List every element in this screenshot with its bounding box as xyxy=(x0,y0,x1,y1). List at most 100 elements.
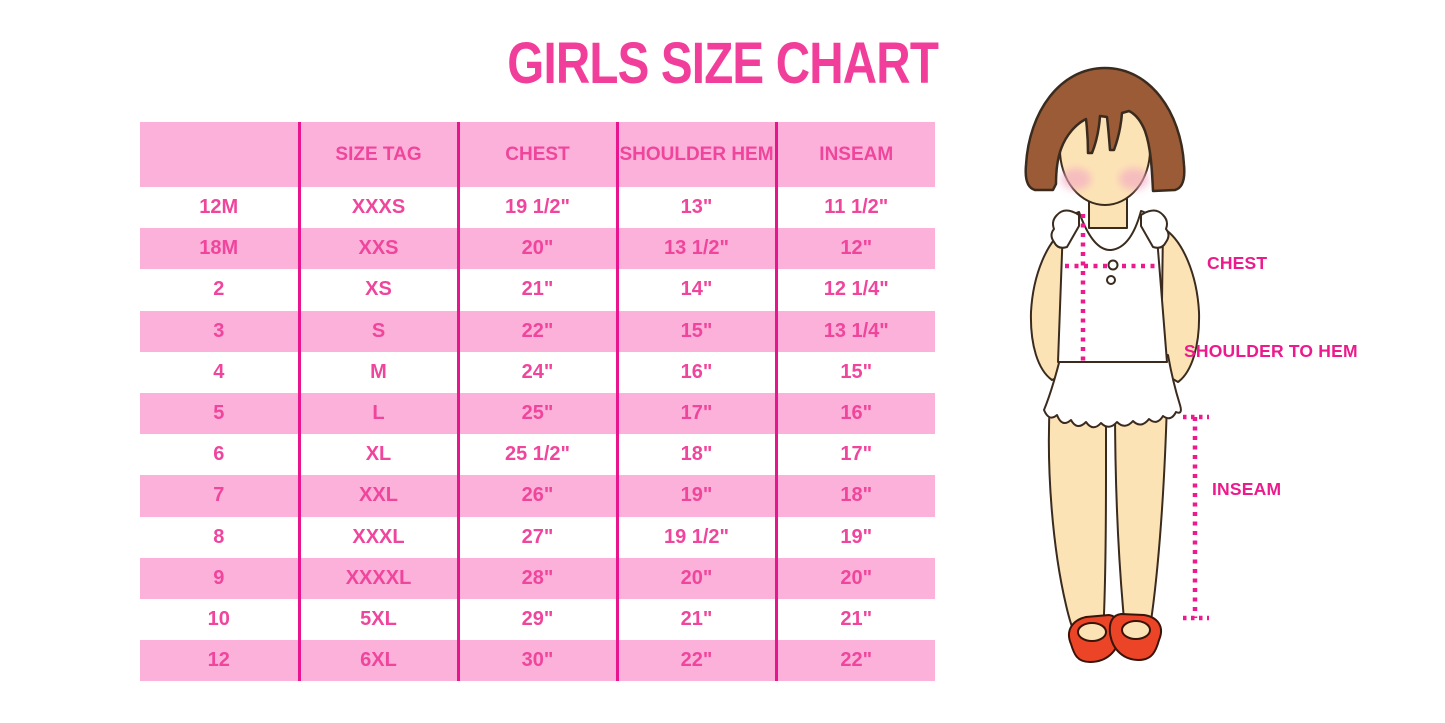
table-cell: 16" xyxy=(615,351,776,393)
table-cell: 27" xyxy=(456,516,617,558)
column-header-size xyxy=(140,122,299,187)
table-cell: 2 xyxy=(140,269,299,311)
table-cell: 20" xyxy=(774,557,935,599)
table-cell: 29" xyxy=(456,598,617,641)
table-cell: 14" xyxy=(615,269,776,311)
table-cell: 13 1/2" xyxy=(615,228,776,270)
table-cell: 4 xyxy=(140,351,299,393)
right-leg xyxy=(1114,401,1168,635)
column-header-size-tag: SIZE TAG xyxy=(297,122,458,187)
column-header-chest: CHEST xyxy=(456,122,617,187)
table-row: 5 L 25" 17" 16" xyxy=(140,392,935,435)
column-header-inseam: INSEAM xyxy=(774,122,935,187)
table-cell: 5 xyxy=(140,392,299,435)
table-cell: 3 xyxy=(140,310,299,352)
table-cell: 19 1/2" xyxy=(615,516,776,558)
table-cell: 30" xyxy=(456,640,617,682)
skirt xyxy=(1043,354,1182,429)
table-cell: XL xyxy=(297,434,458,476)
table-cell: 20" xyxy=(456,228,617,270)
hair xyxy=(1024,66,1186,193)
table-cell: 6 xyxy=(140,434,299,476)
table-row: 10 5XL 29" 21" 21" xyxy=(140,598,935,641)
table-cell: 22" xyxy=(615,640,776,682)
table-row: 7 XXL 26" 19" 18" xyxy=(140,475,935,517)
table-cell: 25 1/2" xyxy=(456,434,617,476)
table-cell: 5XL xyxy=(297,598,458,641)
table-row: 12M XXXS 19 1/2" 13" 11 1/2" xyxy=(140,187,935,229)
table-cell: 22" xyxy=(456,310,617,352)
table-cell: 12M xyxy=(140,187,299,229)
table-cell: 13" xyxy=(615,187,776,229)
table-cell: S xyxy=(297,310,458,352)
girls-size-table: SIZE TAG CHEST SHOULDER HEM INSEAM 12M XXXS 1… xyxy=(140,122,935,682)
table-cell: 6XL xyxy=(297,640,458,682)
table-cell: 19 1/2" xyxy=(456,187,617,229)
table-cell: XXL xyxy=(297,475,458,517)
table-cell: 20" xyxy=(615,557,776,599)
table-cell: 25" xyxy=(456,392,617,435)
table-row: 4 M 24" 16" 15" xyxy=(140,351,935,393)
table-cell: 9 xyxy=(140,557,299,599)
table-cell: 12 xyxy=(140,640,299,682)
table-cell: XXXS xyxy=(297,187,458,229)
table-cell: 18" xyxy=(774,475,935,517)
header-row: SIZE TAG CHEST SHOULDER HEM INSEAM xyxy=(140,122,935,187)
table-cell: 21" xyxy=(774,598,935,641)
table-cell: 13 1/4" xyxy=(774,310,935,352)
table-header: SIZE TAG CHEST SHOULDER HEM INSEAM xyxy=(140,122,935,187)
top-button xyxy=(1107,259,1119,271)
table-row: 12 6XL 30" 22" 22" xyxy=(140,640,935,682)
right-arm xyxy=(1160,227,1201,383)
right-shoulder-ruffle xyxy=(1140,209,1170,249)
bottom-button xyxy=(1106,275,1116,285)
girl-illustration-container xyxy=(1005,60,1435,700)
table-cell: 21" xyxy=(456,269,617,311)
table-cell: 11 1/2" xyxy=(774,187,935,229)
table-cell: 22" xyxy=(774,640,935,682)
table-cell: 12" xyxy=(774,228,935,270)
table-cell: XXS xyxy=(297,228,458,270)
page-title: GIRLS SIZE CHART xyxy=(507,31,939,96)
table-cell: 7 xyxy=(140,475,299,517)
table-row: 18M XXS 20" 13 1/2" 12" xyxy=(140,228,935,270)
table-cell: 15" xyxy=(774,351,935,393)
table-row: 3 S 22" 15" 13 1/4" xyxy=(140,310,935,352)
table-row: 8 XXXL 27" 19 1/2" 19" xyxy=(140,516,935,558)
left-shoe-instep xyxy=(1077,622,1107,642)
right-shoe-instep xyxy=(1121,620,1151,640)
table-cell: XS xyxy=(297,269,458,311)
table-body: 12M XXXS 19 1/2" 13" 11 1/2" 18M XXS 20" 13 1/2"… xyxy=(140,187,935,682)
table-cell: 12 1/4" xyxy=(774,269,935,311)
chest-label: CHEST xyxy=(1207,253,1268,273)
table-cell: 10 xyxy=(140,598,299,641)
table-cell: 19" xyxy=(774,516,935,558)
table-cell: XXXXL xyxy=(297,557,458,599)
blush-left xyxy=(1061,168,1091,190)
table-cell: M xyxy=(297,351,458,393)
blush-right xyxy=(1119,168,1149,190)
left-shoulder-ruffle xyxy=(1050,209,1080,249)
table-cell: 21" xyxy=(615,598,776,641)
table-cell: L xyxy=(297,392,458,435)
table-cell: 24" xyxy=(456,351,617,393)
shoulder-to-hem-label: SHOULDER TO HEM xyxy=(1184,341,1358,361)
title-container: GIRLS SIZE CHART xyxy=(0,30,1445,97)
table-cell: 17" xyxy=(615,392,776,435)
table-cell: 15" xyxy=(615,310,776,352)
table-cell: XXXL xyxy=(297,516,458,558)
table-cell: 17" xyxy=(774,434,935,476)
table-row: 2 XS 21" 14" 12 1/4" xyxy=(140,269,935,311)
inseam-label: INSEAM xyxy=(1212,479,1282,499)
table-cell: 26" xyxy=(456,475,617,517)
table-cell: 8 xyxy=(140,516,299,558)
column-header-shoulder-hem: SHOULDER HEM xyxy=(615,122,776,187)
table-row: 9 XXXXL 28" 20" 20" xyxy=(140,557,935,599)
girl-figure xyxy=(1024,66,1209,663)
table-cell: 18" xyxy=(615,434,776,476)
left-leg xyxy=(1047,399,1107,637)
table-cell: 16" xyxy=(774,392,935,435)
girl-illustration xyxy=(1024,66,1209,663)
table-cell: 19" xyxy=(615,475,776,517)
table-row: 6 XL 25 1/2" 18" 17" xyxy=(140,434,935,476)
